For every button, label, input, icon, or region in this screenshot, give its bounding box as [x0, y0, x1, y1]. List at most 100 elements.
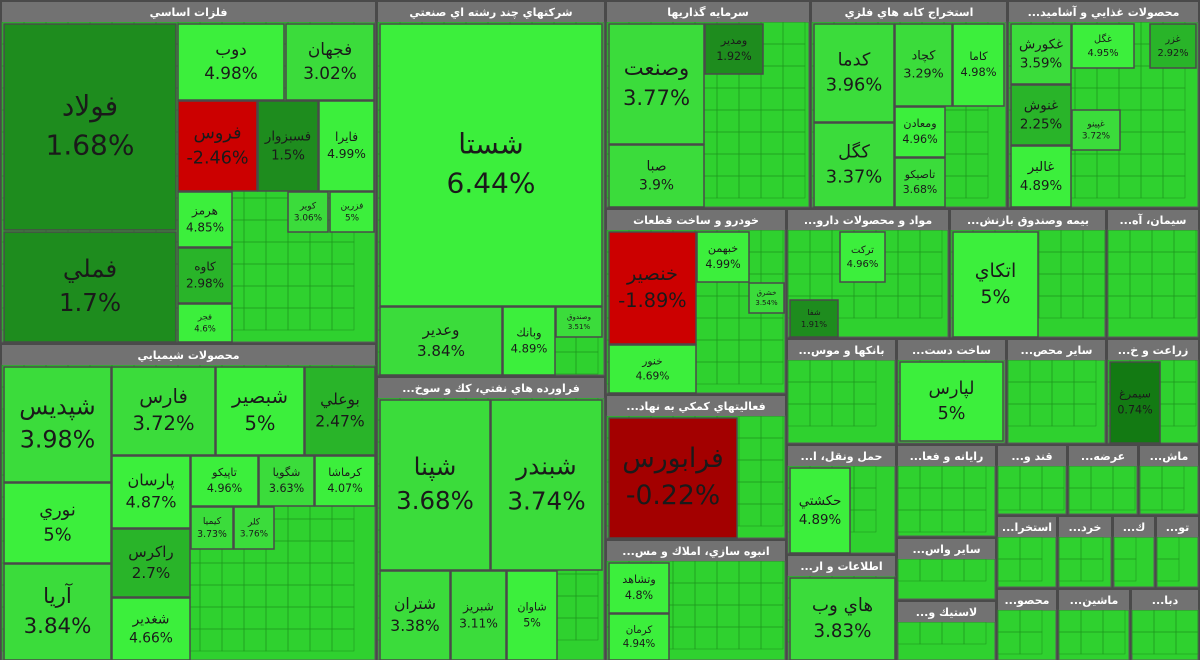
sector-title: قند و...: [1011, 450, 1052, 463]
sector-header: [788, 556, 895, 576]
stock-tile: [287, 191, 329, 233]
stock-change: 5%: [43, 525, 71, 545]
stock-tile: [3, 366, 112, 483]
sector-header: [1114, 517, 1154, 537]
stock-change: 3.59%: [1020, 56, 1062, 71]
sector-title: ساير واس...: [912, 543, 980, 556]
stock-tile: [257, 100, 319, 192]
stock-tile: [899, 361, 1004, 442]
stock-name: كاما: [969, 49, 988, 63]
stock-change: 3.73%: [197, 529, 227, 540]
stock-name: كيميا: [203, 516, 222, 527]
stock-tile: [1010, 145, 1072, 208]
sector-title: محصو...: [1004, 594, 1049, 607]
stock-tile: [177, 191, 233, 248]
stock-name: كلر: [247, 517, 261, 527]
stock-tile: [1071, 109, 1121, 151]
stock-tile: [111, 528, 191, 598]
stock-tile: [450, 570, 507, 660]
stock-name: شگويا: [273, 466, 301, 479]
sector-body: [997, 536, 1057, 588]
stock-change: 5%: [981, 286, 1011, 308]
stock-tile: [952, 231, 1039, 338]
minor-cell: [782, 175, 806, 199]
sector-header: [607, 541, 785, 561]
stock-change: 4.98%: [961, 65, 997, 79]
stock-tile: [506, 570, 558, 660]
stock-name: شبصير: [231, 385, 288, 408]
stock-tile: [258, 455, 315, 507]
stock-name: بوعلي: [320, 391, 360, 410]
sector-body: [1113, 536, 1155, 588]
sector-header: [898, 602, 995, 622]
stock-name: فجر: [197, 312, 212, 322]
stock-tile: [608, 23, 705, 145]
sector-body: [997, 465, 1067, 515]
sector-title: ساخت دست...: [912, 344, 991, 357]
sector-title: بيمه وصندوق بازنش...: [967, 214, 1089, 227]
stock-tile: [177, 247, 233, 304]
sector-header: [378, 378, 604, 398]
stock-tile: [789, 467, 851, 554]
stock-tile: [177, 303, 233, 343]
stock-name: غگل: [1094, 33, 1112, 45]
stock-tile: [1010, 23, 1072, 85]
stock-change: 3.98%: [20, 426, 96, 454]
sector-title: سيمان، آه...: [1119, 213, 1186, 227]
stock-tile: [177, 100, 258, 192]
stock-change: 3.84%: [417, 342, 465, 360]
stock-name: شبندر: [514, 452, 576, 481]
stock-change: 4.8%: [625, 589, 653, 602]
sector-header: [378, 2, 604, 22]
stock-change: 4.99%: [327, 147, 366, 161]
stock-change: 5%: [938, 404, 966, 424]
sector-title: انبوه سازي، املاك و مس...: [622, 545, 769, 558]
stock-name: راكرس: [128, 543, 173, 561]
sector-title: ماشين...: [1070, 594, 1119, 607]
sector-header: [1132, 590, 1198, 610]
stock-change: 3.51%: [568, 323, 591, 331]
stock-change: 5%: [345, 214, 359, 224]
stock-tile: [379, 306, 503, 376]
sector-title: بانكها و موس...: [798, 344, 884, 357]
stock-change: 3.54%: [755, 299, 778, 307]
sector-body: [1107, 229, 1199, 338]
sector-header: [898, 446, 995, 466]
stock-tile: [704, 23, 764, 75]
stock-name: خبهمن: [708, 242, 738, 256]
stock-change: 3.63%: [269, 482, 304, 495]
stock-name: فروس: [194, 124, 242, 144]
stock-change: 3.9%: [639, 178, 674, 194]
sector-title: شركتهاي چند رشته اي صنعتي: [409, 6, 572, 19]
stock-name: فرابورس: [622, 443, 723, 474]
stock-tile: [111, 455, 191, 529]
stock-change: 2.25%: [1020, 117, 1062, 132]
stock-tile: [1071, 23, 1135, 69]
sector-title: خودرو و ساخت قطعات: [633, 214, 759, 227]
stock-change: 3.72%: [1082, 132, 1110, 142]
stock-tile: [1149, 23, 1197, 69]
sector-title: لاستيك و...: [916, 606, 977, 619]
sector-body: [1156, 536, 1199, 588]
sector-header: [607, 2, 809, 22]
stock-change: 3.37%: [826, 167, 882, 187]
stock-tile: [177, 23, 285, 101]
stock-change: 4.99%: [705, 258, 740, 271]
stock-change: 4.89%: [799, 513, 841, 528]
stock-change: 3.72%: [132, 412, 194, 435]
stock-name: فولاد: [62, 89, 118, 122]
stock-name: فسبزوار: [264, 130, 311, 145]
stock-tile: [285, 23, 375, 101]
stock-name: شستا: [458, 127, 523, 160]
stock-change: 3.29%: [903, 65, 943, 80]
stock-name: خنصير: [626, 262, 678, 285]
stock-name: غپينو: [1086, 119, 1105, 129]
sector-title: خرد...: [1069, 521, 1102, 534]
sector-title: زراعت و خ...: [1118, 344, 1189, 357]
stock-name: نوري: [39, 501, 76, 521]
stock-change: 4.66%: [129, 631, 173, 647]
stock-name: كرمان: [626, 625, 653, 636]
stock-tile: [111, 597, 191, 660]
sector-header: [1008, 340, 1105, 360]
stock-name: غكورش: [1019, 38, 1063, 53]
